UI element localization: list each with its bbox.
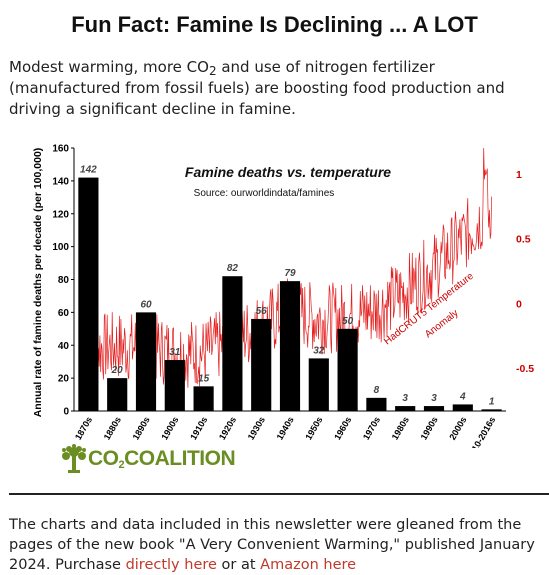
secondary-tick-label: -0.5 [516,363,534,375]
bar-value-label: 32 [313,345,325,356]
bar-value-label: 142 [80,165,97,176]
bar-2010-2016s [481,409,502,411]
bar-value-label: 3 [402,393,408,404]
y-tick-label: 100 [52,242,69,253]
y-tick-label: 160 [52,144,69,155]
y-axis-title: Annual rate of famine deaths per decade … [32,148,44,418]
bar-1970s [366,397,387,411]
y-tick-label: 120 [52,209,69,220]
x-tick-label: 1870s [73,415,94,442]
bar-value-label: 1 [489,396,495,407]
chart-title: Famine deaths vs. temperature [185,164,391,180]
y-tick-label: 20 [58,374,70,385]
x-tick-label: 1990s [419,415,440,442]
amazon-link[interactable]: Amazon here [260,557,357,573]
bar-value-label: 4 [459,391,466,402]
x-tick-label: 1950s [303,415,324,442]
bar-1940s [279,281,301,411]
secondary-tick-label: 0 [516,298,522,310]
y-tick-label: 60 [58,308,70,319]
intro-subscript: 2 [208,64,217,78]
y-tick-label: 0 [63,407,69,418]
bar-value-label: 82 [227,263,239,274]
chart-subtitle: Source: ourworldindata/famines [194,188,335,199]
x-tick-label: 1980s [390,415,411,442]
bar-1920s [222,276,243,411]
bar-value-label: 56 [256,306,268,317]
bar-1910s [193,386,214,411]
bar-1950s [308,358,329,411]
x-tick-label: 1940s [275,415,296,442]
y-tick-label: 40 [58,341,70,352]
bar-value-label: 8 [374,385,380,396]
bar-value-label: 50 [342,316,354,327]
bar-value-label: 31 [169,347,181,358]
x-tick-label: 2010-2016s [465,415,498,448]
intro-text-2: and use of nitrogen fertilizer (manufact… [9,58,505,118]
secondary-tick-label: 1 [516,169,522,181]
tree-icon [62,444,86,473]
page-title: Fun Fact: Famine Is Declining ... A LOT [71,12,478,37]
bar-value-label: 3 [431,393,437,404]
bar-value-label: 60 [140,299,152,310]
bar-1870s [78,177,99,411]
bar-1960s [337,328,358,411]
intro-paragraph: Modest warming, more CO2 and use of nitr… [9,57,543,120]
bar-value-label: 20 [111,365,124,376]
bar-value-label: 79 [284,268,296,279]
bar-2000s [452,404,473,411]
x-tick-label: 1900s [159,415,180,442]
intro-text-1: Modest warming, more CO [9,58,209,76]
co2-coalition-logo[interactable]: CO2COALITION [60,444,236,474]
footer-text: The charts and data included in this new… [9,517,535,573]
bar-1990s [423,406,445,411]
bar-1880s [107,378,128,411]
x-tick-label: 1890s [131,415,152,442]
x-tick-label: 1960s [332,415,353,442]
footer-paragraph: The charts and data included in this new… [9,515,545,575]
bar-1980s [395,406,416,411]
secondary-tick-label: 0.5 [516,234,531,246]
x-tick-label: 1970s [361,415,382,442]
x-tick-label: 1910s [188,415,209,442]
bar-value-label: 15 [198,373,210,384]
divider [9,493,549,495]
direct-purchase-link[interactable]: directly here [125,557,217,573]
bar-1900s [164,360,185,411]
bar-1930s [251,318,272,411]
y-tick-label: 140 [52,176,69,187]
x-tick-label: 1930s [246,415,267,442]
x-tick-label: 1880s [102,415,123,442]
bar-1890s [135,312,157,411]
footer-middle-text: or at [216,557,261,573]
x-tick-label: 1920s [217,415,238,442]
x-tick-label: 2000s [447,415,468,442]
y-tick-label: 80 [58,275,70,286]
logo-text: CO2COALITION [88,447,236,471]
